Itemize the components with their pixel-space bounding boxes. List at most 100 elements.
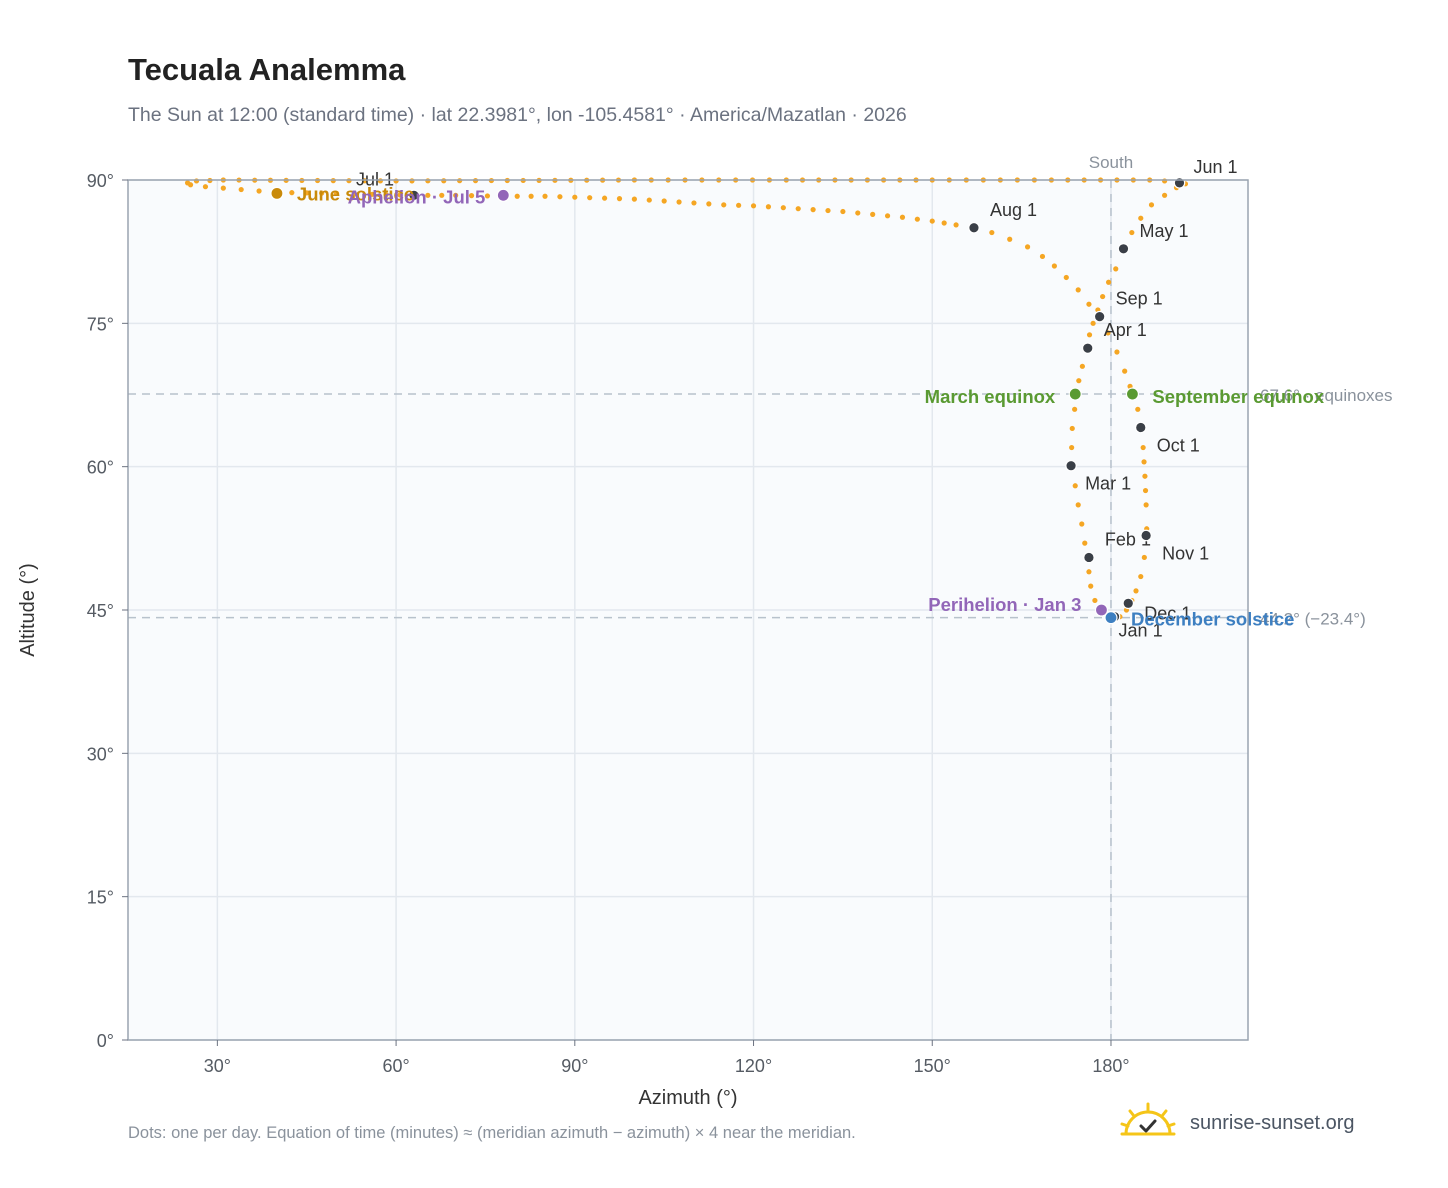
x-tick-label: 150°	[914, 1056, 951, 1076]
month-marker-label: Sep 1	[1116, 289, 1163, 309]
daily-sun-dot	[1135, 406, 1141, 412]
month-marker-dot	[1117, 243, 1130, 255]
month-marker-label: Oct 1	[1157, 435, 1200, 455]
event-marker-label: Aphelion · Jul 5	[348, 186, 486, 207]
daily-sun-dot	[572, 194, 578, 200]
daily-sun-dot	[1143, 502, 1149, 508]
daily-sun-dot	[289, 190, 295, 196]
month-marker-dot	[1081, 342, 1094, 354]
daily-sun-dot	[646, 197, 652, 203]
sun-logo-icon	[1120, 1102, 1176, 1136]
daily-sun-dot	[1063, 274, 1069, 281]
month-marker-dot	[1083, 551, 1095, 564]
event-marker-dot	[1068, 387, 1082, 401]
daily-sun-dot	[914, 216, 920, 222]
daily-sun-dot	[736, 202, 742, 208]
axis-ticks: 30° 60° 90° 120° 150° 180° 0° 15° 30° 45° 60° 75° 90…	[87, 171, 1130, 1076]
month-marker-dot	[968, 221, 980, 234]
daily-sun-dot	[468, 193, 475, 199]
y-axis-label: Altitude (°)	[17, 563, 39, 657]
altitude-reference-label: 67.6° · equinoxes	[1260, 386, 1393, 405]
daily-sun-dot	[1092, 597, 1098, 604]
daily-sun-dot	[238, 186, 244, 193]
event-marker-label: June solstice	[297, 183, 414, 204]
daily-sun-dot	[1105, 279, 1112, 285]
daily-sun-dot	[780, 205, 786, 211]
x-tick-label: 30°	[204, 1056, 231, 1076]
y-tick-label: 0°	[97, 1031, 114, 1051]
event-marker-dot	[1094, 603, 1109, 617]
daily-sun-dot	[706, 201, 712, 207]
daily-sun-dot	[1133, 588, 1139, 594]
x-tick-label: 60°	[382, 1056, 409, 1076]
daily-sun-dot	[333, 190, 340, 196]
daily-sun-dot	[587, 195, 593, 201]
daily-sun-dot	[1082, 540, 1088, 546]
month-marker-label: Dec 1	[1144, 603, 1191, 623]
daily-sun-dot	[202, 184, 209, 190]
month-marker-label: Jan 1	[1119, 621, 1163, 641]
month-marker-label: Mar 1	[1085, 474, 1131, 494]
daily-sun-dot	[425, 178, 431, 184]
daily-sun-dot	[1075, 287, 1081, 293]
daily-sun-dot	[870, 211, 876, 217]
daily-sun-dot	[941, 220, 947, 226]
daily-sun-dot	[484, 193, 491, 199]
daily-sun-dot	[840, 208, 846, 215]
daily-sun-dot	[855, 210, 861, 216]
daily-sun-dot	[439, 192, 445, 198]
daily-sun-dot	[1079, 521, 1085, 527]
daily-sun-dot	[1142, 487, 1149, 494]
x-axis-label: Azimuth (°)	[638, 1087, 737, 1109]
daily-sun-dot	[601, 195, 608, 201]
event-marker-dot	[1125, 387, 1140, 401]
daily-sun-dot	[765, 204, 772, 210]
event-marker-label: Perihelion · Jan 3	[928, 594, 1081, 615]
x-tick-label: 180°	[1092, 1056, 1129, 1076]
reference-lines: South 67.6° · equinoxes 44.2° (−23.4°)	[128, 153, 1393, 1040]
daily-sun-dot	[1090, 320, 1096, 326]
event-marker-dot	[496, 188, 510, 202]
daily-sun-dot	[397, 192, 403, 198]
month-marker-label: Nov 1	[1162, 543, 1209, 563]
daily-sun-dot	[425, 192, 431, 198]
daily-sun-dot	[1086, 569, 1092, 575]
daily-sun-dot	[884, 213, 891, 219]
brand-name: sunrise-sunset.org	[1190, 1112, 1355, 1134]
daily-sun-dot	[187, 182, 194, 188]
month-marker-label: Feb 1	[1105, 529, 1151, 549]
daily-sun-dot	[304, 190, 310, 196]
month-marker-label: Aug 1	[990, 200, 1037, 220]
daily-sun-dot	[1039, 253, 1046, 260]
chart-subtitle: The Sun at 12:00 (standard time) · lat 2…	[128, 104, 907, 126]
daily-sun-dot	[1161, 192, 1168, 198]
daily-sun-dot	[953, 222, 959, 228]
month-marker-dot	[1122, 597, 1135, 610]
month-marker-dot	[1134, 421, 1147, 434]
daily-sun-dot	[557, 194, 563, 200]
daily-sun-dot	[661, 198, 667, 204]
daily-sun-dot	[319, 190, 325, 196]
y-tick-label: 90°	[87, 171, 114, 191]
daily-sun-dot	[989, 229, 995, 236]
daily-sun-dot	[1142, 473, 1148, 479]
brand[interactable]: sunrise-sunset.org	[1120, 1102, 1400, 1146]
daily-sun-dot	[453, 192, 459, 198]
daily-sun-dot	[1140, 444, 1146, 451]
daily-sun-dot	[810, 207, 816, 213]
daily-sun-dot	[616, 196, 623, 202]
month-marker-dot	[1173, 177, 1186, 189]
daily-sun-dot	[369, 191, 375, 197]
y-tick-label: 45°	[87, 601, 114, 621]
daily-sun-dot	[676, 199, 682, 205]
footnote: Dots: one per day. Equation of time (min…	[128, 1124, 856, 1142]
y-tick-label: 60°	[87, 458, 114, 478]
daily-sun-dot	[1007, 236, 1013, 242]
event-marker-dot	[270, 186, 284, 200]
daily-sun-dot	[1086, 301, 1092, 307]
daily-sun-dot	[1076, 378, 1082, 384]
daily-sun-dot	[542, 193, 548, 199]
daily-sun-dot	[825, 207, 831, 214]
month-marker-label: Jun 1	[1193, 157, 1237, 177]
y-tick-label: 15°	[87, 888, 114, 908]
